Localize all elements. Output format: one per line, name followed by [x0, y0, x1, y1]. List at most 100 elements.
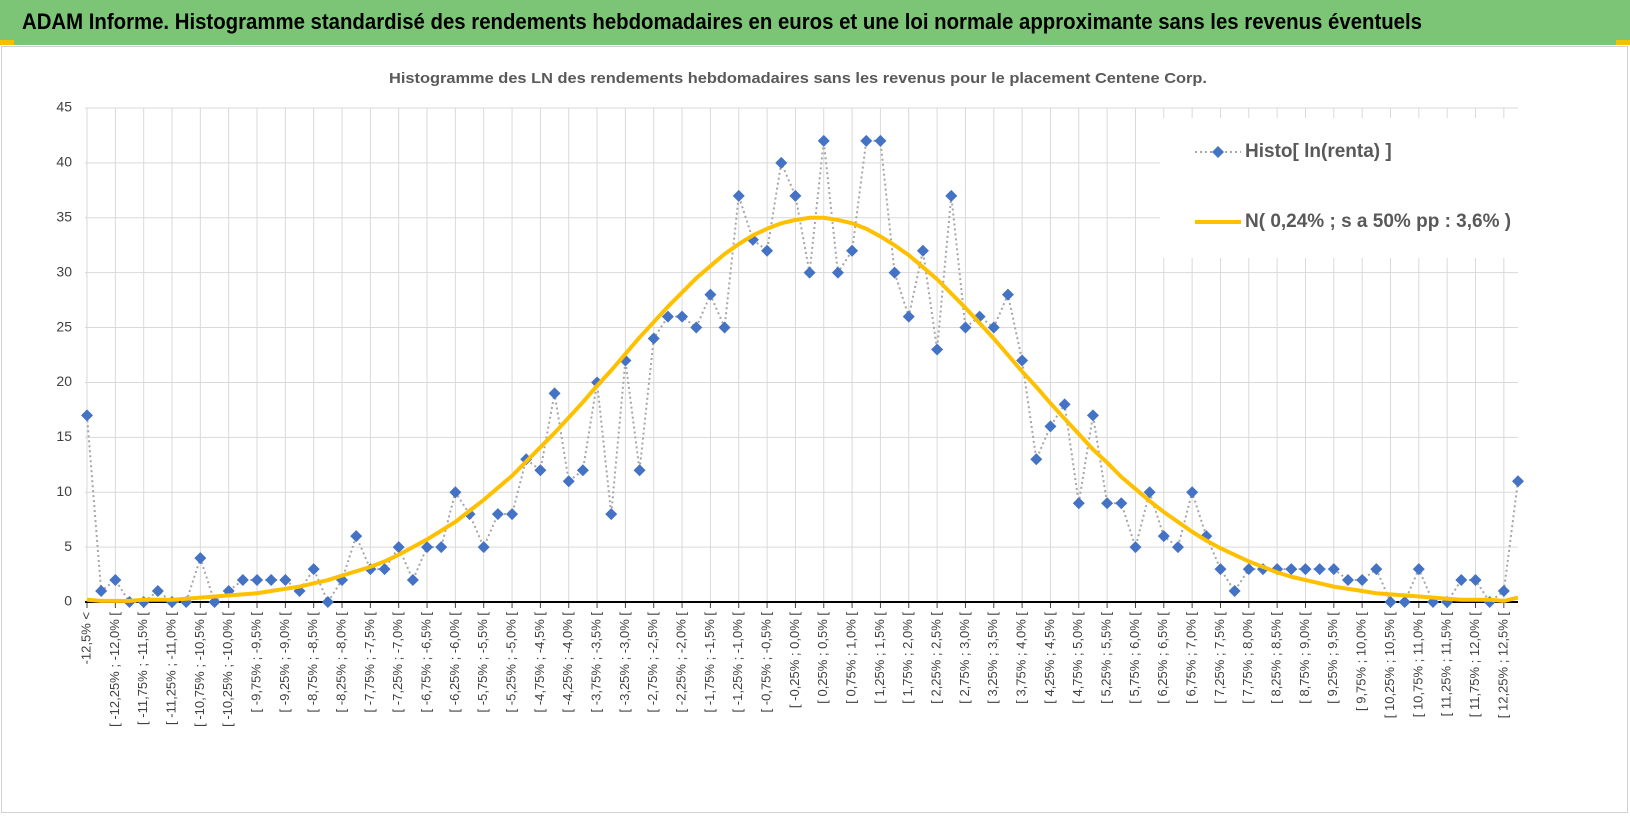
- x-tick-label: [ -11,75% ; -11,5% [: [135, 612, 150, 725]
- y-tick-label: 10: [56, 483, 72, 499]
- x-tick-label: [ 10,25% ; 10,5% [: [1382, 612, 1397, 719]
- marker: [1143, 486, 1156, 499]
- marker: [888, 266, 901, 279]
- marker: [959, 321, 972, 334]
- y-tick-label: 25: [56, 318, 72, 334]
- x-tick-label: [ -1,75% ; -1,5% [: [702, 612, 717, 713]
- x-tick-label: [ -3,25% ; -3,0% [: [617, 612, 632, 713]
- marker: [1512, 475, 1524, 488]
- marker: [1398, 596, 1411, 608]
- accent: [1616, 40, 1630, 45]
- marker: [1285, 563, 1298, 576]
- marker: [1356, 574, 1369, 587]
- marker: [803, 266, 816, 279]
- x-tick-label: [ -2,25% ; -2,0% [: [674, 612, 689, 713]
- marker: [761, 244, 774, 257]
- x-tick-label: [ 5,25% ; 5,5% [: [1099, 612, 1114, 704]
- x-tick-label: [ -9,25% ; -9,0% [: [277, 612, 292, 713]
- marker: [576, 464, 589, 477]
- marker: [732, 189, 745, 202]
- marker: [1242, 563, 1255, 576]
- x-tick-label: [ 2,75% ; 3,0% [: [957, 612, 972, 704]
- marker: [562, 475, 575, 488]
- marker: [463, 508, 476, 521]
- marker: [1157, 530, 1170, 543]
- marker: [1001, 288, 1014, 301]
- y-tick-label: 20: [56, 373, 72, 389]
- marker: [605, 508, 618, 521]
- marker: [265, 574, 278, 587]
- x-tick-label: [ -11,25% ; -11,0% [: [163, 612, 178, 725]
- y-tick-label: 40: [56, 154, 72, 170]
- x-tick-label: [ 9,75% ; 10,0% [: [1354, 612, 1369, 711]
- marker: [1072, 497, 1085, 510]
- y-tick-label: 35: [56, 208, 72, 224]
- y-tick-label: 30: [56, 263, 72, 279]
- marker: [1214, 563, 1227, 576]
- marker: [718, 321, 731, 334]
- marker: [1115, 497, 1128, 510]
- x-tick-label: [ 11,75% ; 12,0% [: [1467, 612, 1482, 718]
- marker: [548, 387, 561, 400]
- marker: [1313, 563, 1326, 576]
- y-tick-label: 45: [56, 99, 72, 115]
- marker: [350, 530, 363, 543]
- marker: [1058, 398, 1071, 411]
- x-tick-label: [ -10,75% ; -10,5% [: [192, 612, 207, 727]
- marker: [690, 321, 703, 334]
- marker: [378, 563, 391, 576]
- marker: [307, 563, 320, 576]
- marker: [1016, 354, 1029, 367]
- x-tick-label: [ -4,75% ; -4,5% [: [532, 612, 547, 713]
- marker: [392, 541, 405, 554]
- marker: [860, 134, 873, 147]
- x-tick-label: [ 1,25% ; 1,5% [: [872, 612, 887, 704]
- legend-label: N( 0,24% ; s a 50% pp : 3,6% ): [1245, 211, 1511, 232]
- x-tick-label: -12,5% <: [78, 612, 93, 664]
- marker: [449, 486, 462, 499]
- x-tick-label: [ 11,25% ; 11,5% [: [1439, 612, 1454, 717]
- marker: [435, 541, 448, 554]
- marker: [676, 310, 689, 323]
- marker: [1129, 541, 1142, 554]
- x-tick-label: [ 6,25% ; 6,5% [: [1155, 612, 1170, 704]
- marker: [194, 552, 207, 565]
- marker: [1228, 585, 1241, 598]
- marker: [916, 244, 929, 257]
- x-tick-label: [ 3,75% ; 4,0% [: [1014, 612, 1029, 704]
- x-tick-label: [ -6,75% ; -6,5% [: [418, 612, 433, 713]
- series-line: [86, 215, 1519, 603]
- x-tick-label: [ -7,75% ; -7,5% [: [362, 612, 377, 713]
- marker: [1086, 409, 1099, 422]
- y-tick-label: 5: [64, 538, 72, 554]
- marker: [817, 134, 830, 147]
- y-tick-label: 15: [56, 428, 72, 444]
- x-tick-label: [ -8,75% ; -8,5% [: [305, 612, 320, 713]
- marker: [661, 310, 674, 323]
- chart-title: Histogramme des LN des rendements hebdom…: [389, 70, 1207, 87]
- marker: [1299, 563, 1312, 576]
- marker: [591, 376, 604, 389]
- marker: [775, 156, 788, 169]
- header-bar: [0, 0, 1630, 45]
- marker: [902, 310, 915, 323]
- x-tick-label: [ 8,75% ; 9,0% [: [1297, 612, 1312, 704]
- marker: [279, 574, 292, 587]
- marker: [81, 409, 93, 422]
- x-tick-label: [ -10,25% ; -10,0% [: [220, 612, 235, 727]
- legend-marker: [1212, 146, 1224, 158]
- x-tick-label: [ -3,75% ; -3,5% [: [588, 612, 603, 713]
- y-tick-label: 0: [64, 593, 72, 609]
- x-tick-label: [ 3,25% ; 3,5% [: [985, 612, 1000, 704]
- x-tick-label: [ 12,25% ; 12,5% [: [1495, 612, 1510, 719]
- x-tick-label: [ -2,75% ; -2,5% [: [645, 612, 660, 713]
- marker: [1497, 585, 1510, 598]
- x-tick-label: [ -5,75% ; -5,5% [: [475, 612, 490, 713]
- marker: [477, 541, 490, 554]
- legend-label: Histo[ ln(renta) ]: [1245, 141, 1392, 162]
- marker: [506, 508, 519, 521]
- marker: [1030, 453, 1043, 466]
- grid: [85, 107, 1518, 603]
- marker: [1341, 574, 1354, 587]
